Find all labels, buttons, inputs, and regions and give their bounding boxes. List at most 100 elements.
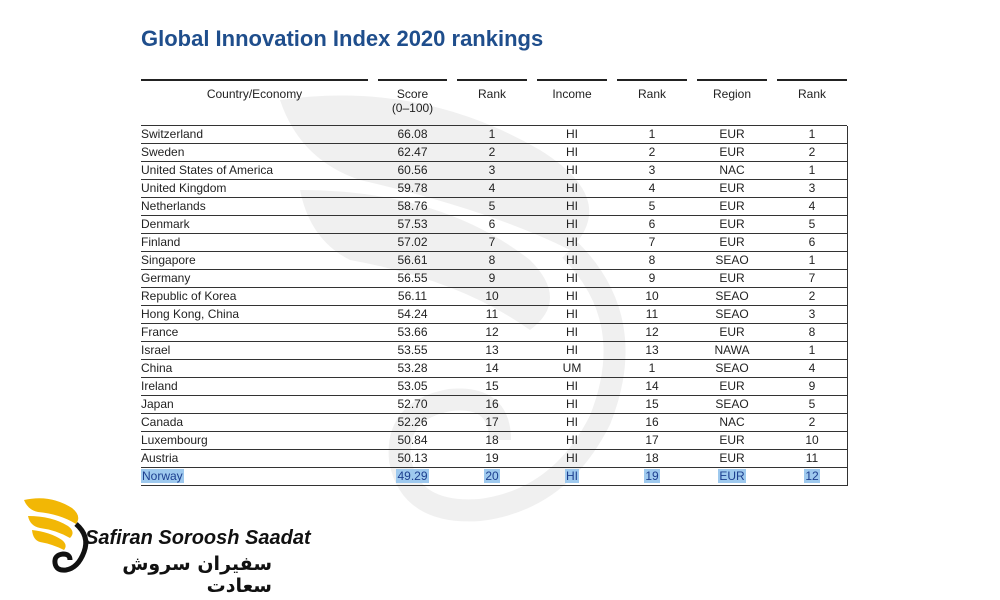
cell-income-text: HI	[566, 343, 578, 357]
cell-rank-income-text: 12	[645, 325, 659, 339]
cell-rank-overall-text: 18	[485, 433, 499, 447]
cell-income-text: HI	[565, 469, 579, 483]
cell-country: Netherlands	[141, 198, 368, 216]
cell-rank-region: 2	[777, 144, 847, 162]
cell-gap	[607, 450, 617, 468]
cell-region-text: EUR	[719, 199, 745, 213]
cell-income: HI	[537, 162, 607, 180]
cell-rank-region: 4	[777, 360, 847, 378]
table-row: China 53.28 14 UM 1 SEAO 4	[141, 360, 847, 378]
cell-rank-region-text: 4	[808, 361, 816, 375]
cell-rank-region: 1	[777, 252, 847, 270]
cell-gap	[687, 234, 697, 252]
cell-income-text: UM	[562, 361, 582, 375]
cell-rank-overall: 12	[457, 324, 527, 342]
cell-score-text: 52.26	[397, 415, 428, 429]
cell-gap	[767, 450, 777, 468]
cell-country: United States of America	[141, 162, 368, 180]
header-score-range: (0–100)	[391, 101, 434, 115]
cell-rank-region: 8	[777, 324, 847, 342]
cell-rank-region-text: 4	[808, 199, 816, 213]
cell-income: HI	[537, 342, 607, 360]
cell-income: HI	[537, 378, 607, 396]
cell-score: 56.61	[378, 252, 447, 270]
cell-income-text: HI	[566, 289, 578, 303]
cell-income-text: HI	[566, 451, 578, 465]
table-body: Switzerland 66.08 1 HI 1 EUR 1 Sweden 62.47 2 HI 2 E…	[141, 126, 847, 486]
cell-gap	[607, 396, 617, 414]
cell-score-text: 58.76	[397, 199, 428, 213]
cell-rank-overall-text: 15	[485, 379, 499, 393]
cell-gap	[527, 342, 537, 360]
cell-rank-income-text: 1	[648, 361, 656, 375]
cell-gap	[368, 432, 378, 450]
cell-country: Sweden	[141, 144, 368, 162]
cell-rank-income-text: 18	[645, 451, 659, 465]
cell-score-text: 50.13	[397, 451, 428, 465]
cell-gap	[447, 252, 457, 270]
cell-score: 62.47	[378, 144, 447, 162]
cell-country-text: Denmark	[141, 217, 190, 231]
cell-score: 49.29	[378, 468, 447, 486]
table-row: Norway 49.29 20 HI 19 EUR 12	[141, 468, 847, 486]
company-logo-icon	[24, 498, 89, 573]
cell-gap	[368, 288, 378, 306]
cell-gap	[607, 414, 617, 432]
cell-rank-overall: 18	[457, 432, 527, 450]
cell-score-text: 53.66	[397, 325, 428, 339]
cell-score: 52.26	[378, 414, 447, 432]
cell-rank-income-text: 17	[645, 433, 659, 447]
cell-income: HI	[537, 252, 607, 270]
cell-income: HI	[537, 306, 607, 324]
cell-country-text: Germany	[141, 271, 191, 285]
cell-country: Finland	[141, 234, 368, 252]
cell-income: HI	[537, 288, 607, 306]
cell-gap	[527, 252, 537, 270]
cell-region-text: EUR	[719, 217, 745, 231]
cell-region-text: EUR	[719, 181, 745, 195]
header-gap	[607, 79, 617, 126]
cell-score: 53.05	[378, 378, 447, 396]
cell-gap	[447, 468, 457, 486]
cell-country-text: Sweden	[141, 145, 185, 159]
cell-score-text: 59.78	[397, 181, 428, 195]
cell-rank-overall: 11	[457, 306, 527, 324]
cell-rank-region-text: 12	[804, 469, 820, 483]
cell-country-text: France	[141, 325, 179, 339]
cell-rank-region: 2	[777, 288, 847, 306]
cell-score: 56.11	[378, 288, 447, 306]
cell-score-text: 60.56	[397, 163, 428, 177]
cell-gap	[607, 306, 617, 324]
cell-gap	[607, 198, 617, 216]
cell-gap	[527, 162, 537, 180]
cell-rank-overall: 20	[457, 468, 527, 486]
cell-rank-income: 12	[617, 324, 687, 342]
cell-rank-income-text: 15	[645, 397, 659, 411]
cell-gap	[607, 468, 617, 486]
cell-rank-income: 8	[617, 252, 687, 270]
cell-rank-income-text: 5	[648, 199, 656, 213]
header-rank-overall: Rank	[457, 79, 527, 126]
cell-rank-income: 15	[617, 396, 687, 414]
cell-income-text: HI	[566, 235, 578, 249]
table-row: France 53.66 12 HI 12 EUR 8	[141, 324, 847, 342]
cell-rank-overall: 13	[457, 342, 527, 360]
cell-country-text: Switzerland	[141, 127, 204, 141]
cell-gap	[368, 306, 378, 324]
cell-gap	[767, 342, 777, 360]
cell-gap	[767, 432, 777, 450]
table-row: Finland 57.02 7 HI 7 EUR 6	[141, 234, 847, 252]
cell-gap	[368, 414, 378, 432]
cell-rank-region-text: 1	[808, 163, 816, 177]
cell-region: EUR	[697, 198, 767, 216]
header-gap	[767, 79, 777, 126]
header-gap	[447, 79, 457, 126]
cell-country: Austria	[141, 450, 368, 468]
cell-rank-income-text: 14	[645, 379, 659, 393]
cell-score-text: 54.24	[397, 307, 428, 321]
cell-country: Norway	[141, 468, 368, 486]
cell-gap	[368, 162, 378, 180]
cell-gap	[447, 234, 457, 252]
cell-income: HI	[537, 432, 607, 450]
table-row: Sweden 62.47 2 HI 2 EUR 2	[141, 144, 847, 162]
